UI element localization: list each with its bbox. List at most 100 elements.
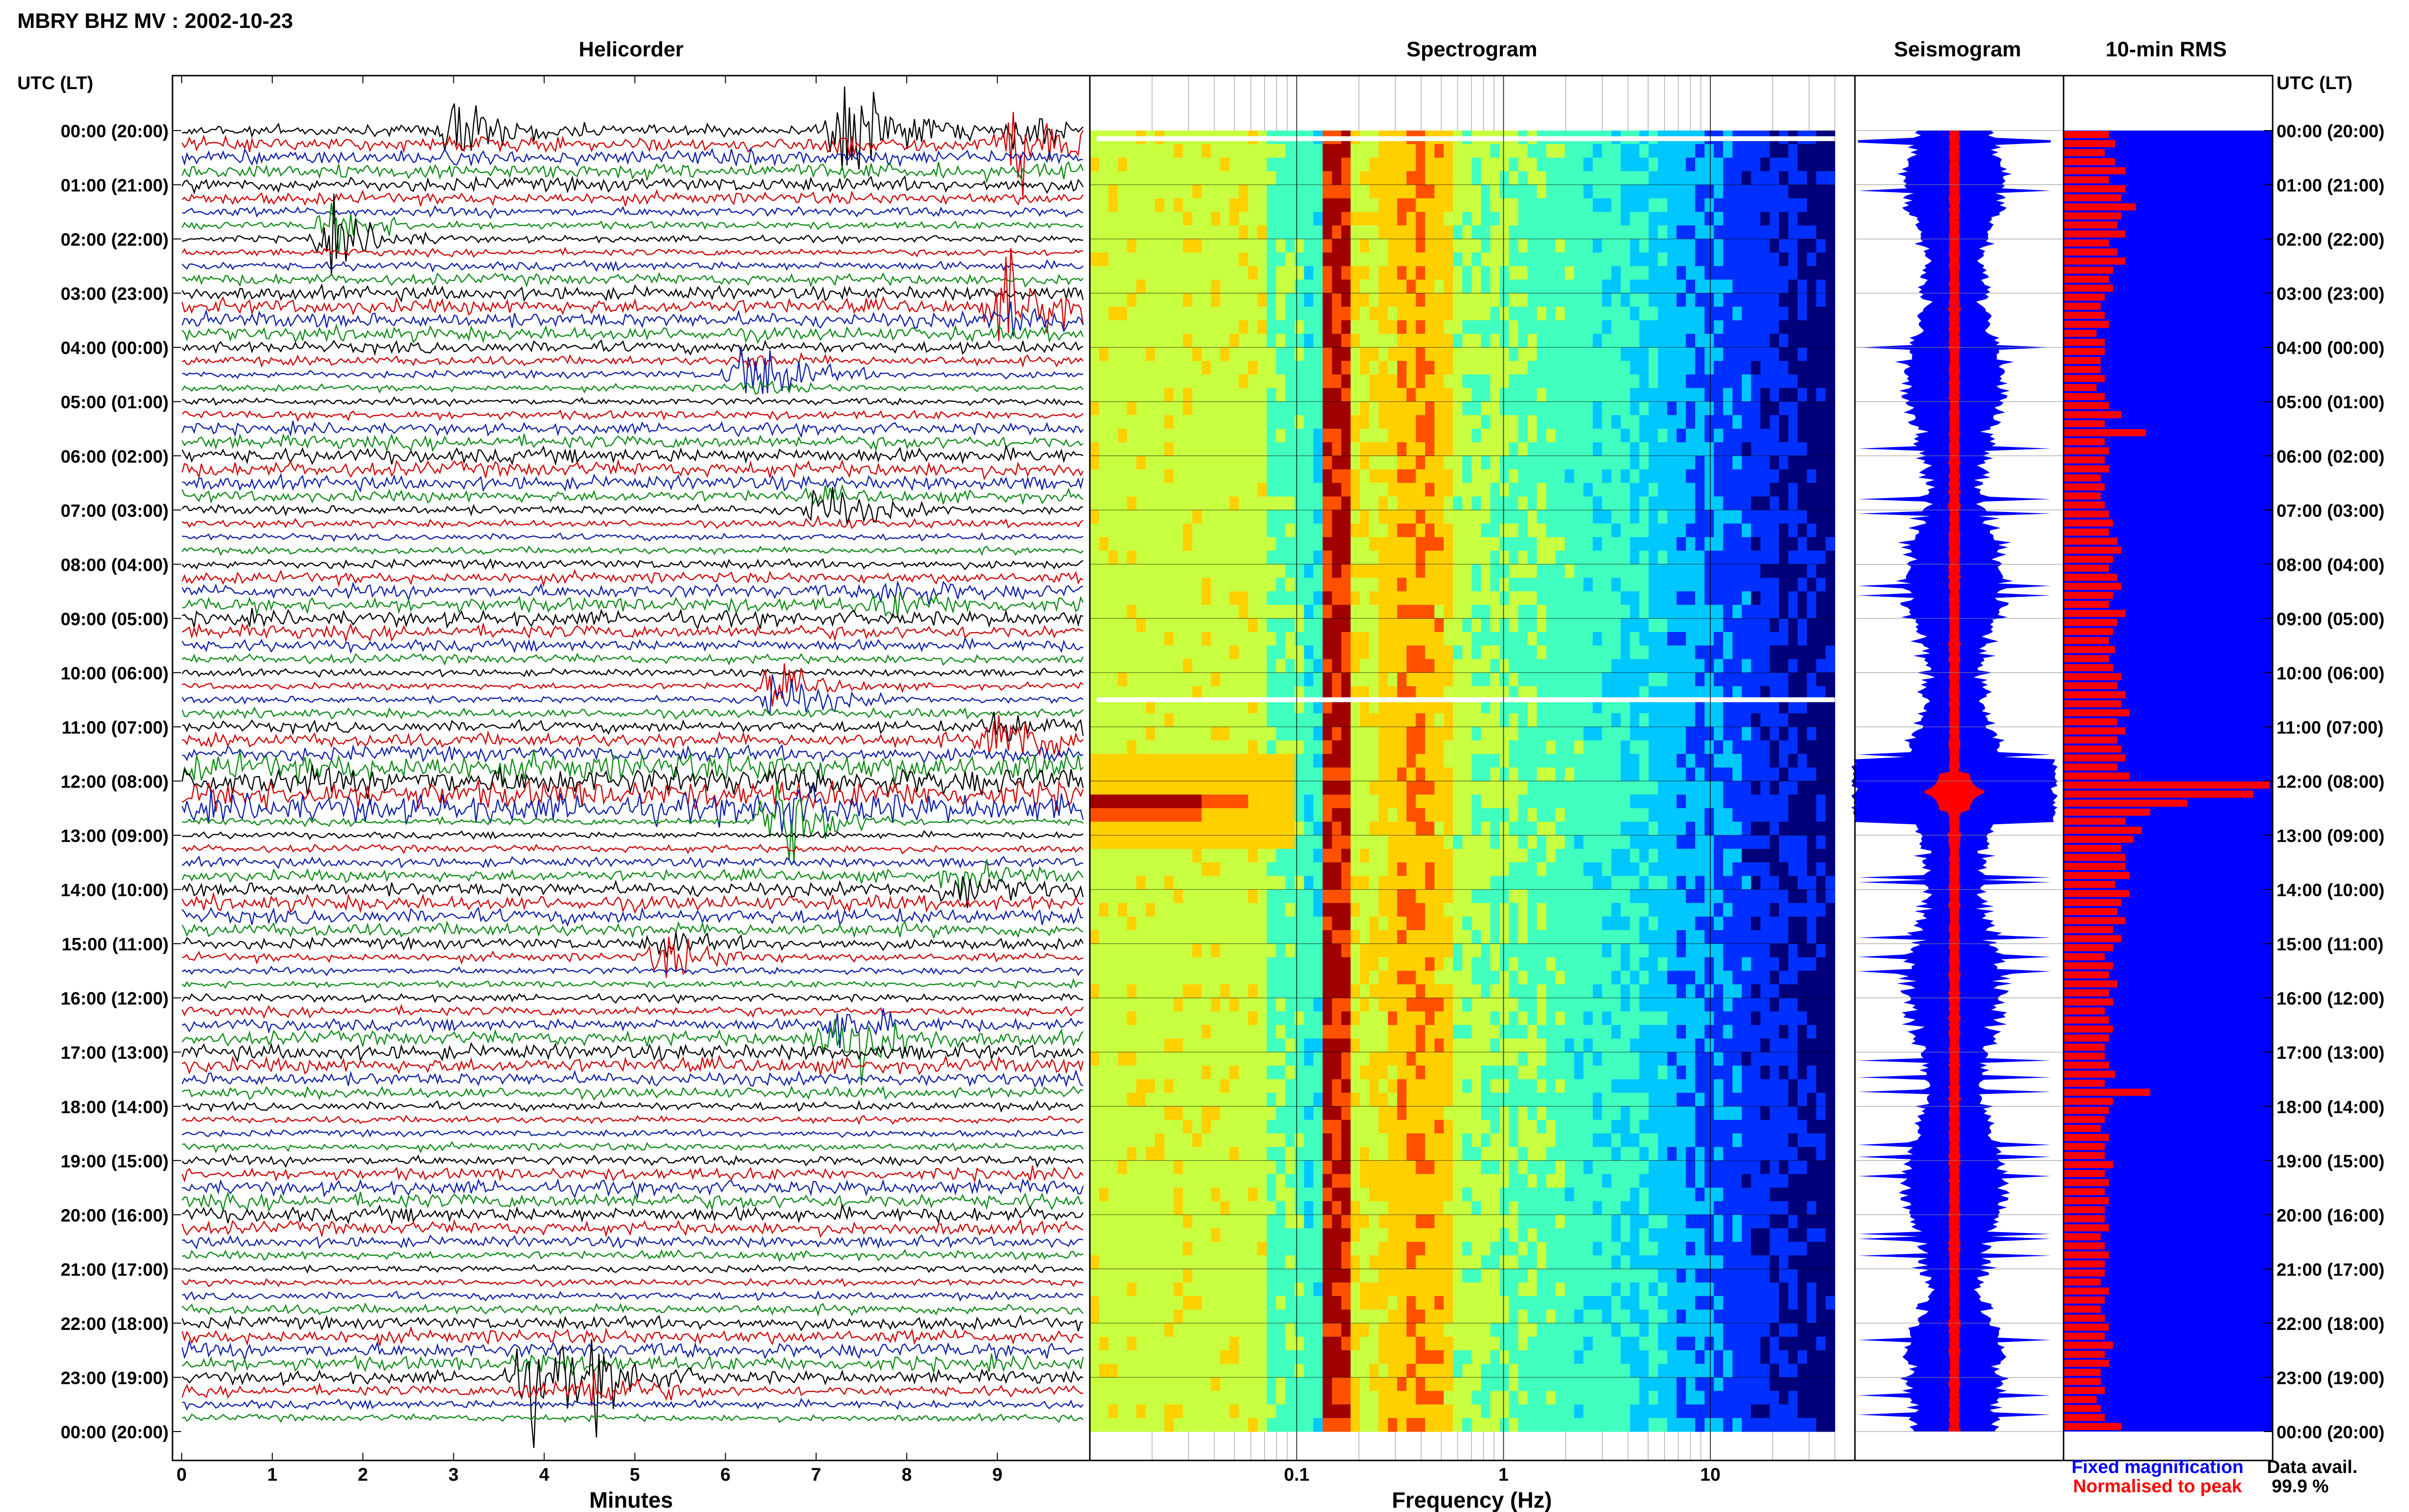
spectrogram-cell xyxy=(1136,849,1146,863)
spectrogram-cell xyxy=(1146,659,1155,673)
spectrogram-cell xyxy=(1425,659,1435,673)
spectrogram-cell xyxy=(1099,456,1109,470)
spectrogram-cell xyxy=(1779,754,1789,768)
spectrogram-cell xyxy=(1704,632,1714,646)
spectrogram-cell xyxy=(1099,618,1109,632)
spectrogram-cell xyxy=(1732,306,1742,321)
spectrogram-cell xyxy=(1630,469,1640,484)
spectrogram-cell xyxy=(1220,551,1230,565)
spectrogram-cell xyxy=(1714,903,1723,917)
spectrogram-cell xyxy=(1667,713,1677,727)
spectrogram-cell xyxy=(1481,266,1491,280)
spectrogram-cell xyxy=(1564,699,1575,714)
spectrogram-cell xyxy=(1332,320,1342,334)
spectrogram-cell xyxy=(1555,876,1565,890)
spectrogram-cell xyxy=(1360,699,1370,714)
spectrogram-cell xyxy=(1360,551,1370,565)
spectrogram-cell xyxy=(1583,266,1593,280)
spectrogram-cell xyxy=(1602,401,1612,416)
spectrogram-cell xyxy=(1462,252,1472,266)
spectrogram-cell xyxy=(1751,293,1761,307)
spectrogram-cell xyxy=(1564,767,1575,782)
spectrogram-cell xyxy=(1108,347,1118,361)
spectrogram-cell xyxy=(1536,171,1547,185)
spectrogram-cell xyxy=(1639,496,1649,511)
spectrogram-cell xyxy=(1471,320,1482,334)
helicorder-trace xyxy=(182,978,1084,989)
spectrogram-cell xyxy=(1648,808,1658,822)
spectrogram-cell xyxy=(1798,876,1807,890)
spectrogram-cell xyxy=(1127,347,1137,361)
spectrogram-cell xyxy=(1118,578,1127,592)
spectrogram-cell xyxy=(1202,306,1211,321)
spectrogram-cell xyxy=(1490,537,1500,551)
spectrogram-cell xyxy=(1350,930,1361,944)
spectrogram-cell xyxy=(1462,781,1472,795)
spectrogram-cell xyxy=(1826,699,1835,714)
spectrogram-cell xyxy=(1136,415,1146,429)
spectrogram-cell xyxy=(1751,767,1761,782)
spectrogram-cell xyxy=(1202,699,1211,714)
spectrogram-cell xyxy=(1546,523,1556,538)
spectrogram-cell xyxy=(1723,442,1733,456)
spectrogram-cell xyxy=(1295,198,1305,212)
spectrogram-cell xyxy=(1443,198,1454,212)
spectrogram-cell xyxy=(1174,632,1183,646)
spectrogram-cell xyxy=(1658,293,1668,307)
spectrogram-cell xyxy=(1416,699,1426,714)
spectrogram-cell xyxy=(1118,754,1127,768)
spectrogram-cell xyxy=(1611,618,1621,632)
spectrogram-cell xyxy=(1490,456,1500,470)
spectrogram-cell xyxy=(1108,835,1118,849)
spectrogram-cell xyxy=(1202,279,1211,294)
helicorder-trace xyxy=(182,1115,1084,1125)
spectrogram-cell xyxy=(1118,659,1127,673)
spectrogram-cell xyxy=(1229,483,1239,497)
spectrogram-cell xyxy=(1332,835,1342,849)
spectrogram-cell xyxy=(1686,469,1695,484)
spectrogram-cell xyxy=(1779,144,1789,158)
spectrogram-cell xyxy=(1453,293,1463,307)
spectrogram-cell xyxy=(1490,225,1500,239)
spectrogram-cell xyxy=(1667,239,1677,253)
spectrogram-cell xyxy=(1285,645,1295,659)
spectrogram-cell xyxy=(1295,510,1305,524)
helicorder-trace xyxy=(182,1019,1084,1085)
spectrogram-cell xyxy=(1620,211,1630,226)
spectrogram-cell xyxy=(1108,456,1118,470)
spectrogram-cell xyxy=(1564,361,1575,375)
spectrogram-cell xyxy=(1760,605,1770,619)
spectrogram-cell xyxy=(1723,239,1733,253)
spectrogram-cell xyxy=(1099,835,1109,849)
spectrogram-cell xyxy=(1462,415,1472,429)
spectrogram-cell xyxy=(1564,632,1575,646)
spectrogram-cell xyxy=(1770,361,1779,375)
spectrogram-cell xyxy=(1592,713,1602,727)
spectrogram-cell xyxy=(1490,551,1500,565)
spectrogram-cell xyxy=(1714,211,1723,226)
spectrogram-cell xyxy=(1499,903,1509,917)
spectrogram-cell xyxy=(1704,510,1714,524)
spectrogram-cell xyxy=(1276,916,1286,931)
helicorder-trace xyxy=(182,558,1084,570)
spectrogram-cell xyxy=(1416,401,1426,416)
spectrogram-cell xyxy=(1425,144,1435,158)
spectrogram-cell xyxy=(1099,388,1109,402)
spectrogram-cell xyxy=(1648,564,1658,578)
spectrogram-cell xyxy=(1257,754,1267,768)
spectrogram-cell xyxy=(1192,334,1202,348)
spectrogram-cell xyxy=(1564,551,1575,565)
spectrogram-cell xyxy=(1667,496,1677,511)
spectrogram-cell xyxy=(1630,794,1640,809)
spectrogram-cell xyxy=(1583,429,1593,443)
spectrogram-cell xyxy=(1434,578,1444,592)
spectrogram-cell xyxy=(1369,794,1379,809)
spectrogram-cell xyxy=(1453,144,1463,158)
spectrogram-cell xyxy=(1732,456,1742,470)
spectrogram-cell xyxy=(1499,293,1509,307)
spectrogram-cell xyxy=(1686,429,1695,443)
spectrogram-cell xyxy=(1192,632,1202,646)
spectrogram-cell xyxy=(1267,266,1277,280)
spectrogram-cell xyxy=(1555,659,1565,673)
spectrogram-cell xyxy=(1742,835,1751,849)
